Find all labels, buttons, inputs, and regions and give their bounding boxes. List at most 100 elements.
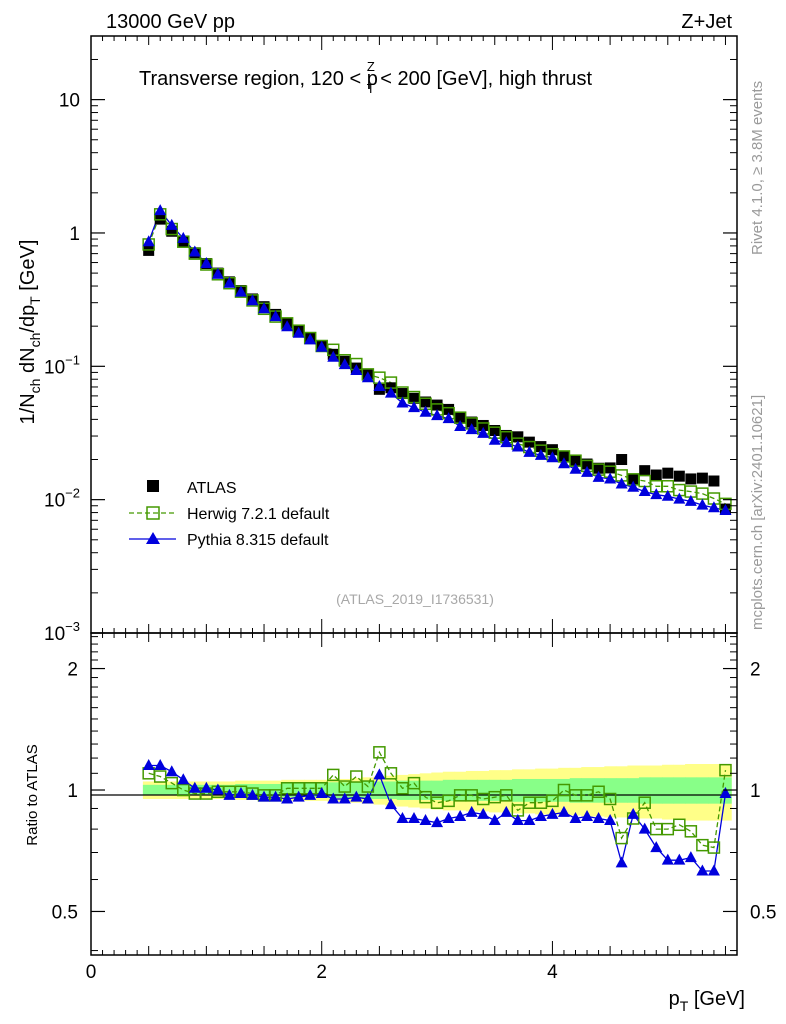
atlas-point (650, 469, 662, 481)
y-tick-label: 10−2 (44, 486, 80, 512)
pythia-point (511, 440, 524, 452)
atlas-point (535, 441, 547, 453)
pythia-point (719, 503, 732, 515)
herwig-ratio-point (684, 825, 698, 838)
stat-uncertainty-band (523, 778, 536, 802)
stat-uncertainty-band (327, 782, 340, 799)
herwig-ratio-point (603, 792, 617, 806)
pythia-point (142, 235, 155, 247)
herwig-ratio-point (638, 796, 651, 809)
stat-uncertainty-band (546, 778, 559, 802)
energy-label: 13000 GeV pp (106, 11, 235, 33)
atlas-point (581, 458, 593, 470)
stat-uncertainty-band (592, 778, 605, 803)
pythia-ratio-point (511, 814, 524, 826)
pythia-point (500, 436, 513, 448)
pythia-point (200, 257, 213, 269)
herwig-ratio-point (707, 841, 721, 854)
pythia-ratio-point (246, 788, 259, 800)
herwig-ratio-point (373, 746, 386, 759)
atlas-point (500, 429, 512, 441)
stat-uncertainty-band (177, 784, 190, 796)
legend-atlas-marker (147, 480, 159, 492)
pythia-point (581, 465, 594, 477)
pythia-point (615, 477, 628, 489)
ratio-y-tick-label-right: 0.5 (750, 902, 776, 923)
atlas-point (466, 416, 478, 428)
pythia-ratio-point (315, 787, 328, 799)
series-line-1 (148, 212, 726, 505)
stat-uncertainty-band (662, 777, 675, 804)
analysis-watermark: (ATLAS_2019_I1736531) (336, 591, 494, 607)
pythia-point (327, 350, 340, 362)
pythia-point (465, 423, 478, 435)
pythia-point (315, 340, 328, 352)
atlas-point (443, 403, 455, 415)
pythia-ratio-point (211, 783, 224, 795)
pythia-point (350, 364, 363, 376)
pythia-ratio-point (581, 809, 594, 821)
pythia-ratio-point (327, 792, 340, 804)
y-tick-label: 10−1 (44, 352, 80, 378)
pythia-ratio-point (177, 773, 190, 785)
pythia-point (361, 371, 374, 383)
pythia-ratio-point (338, 792, 351, 804)
atlas-point (685, 473, 697, 485)
pythia-point (604, 472, 617, 484)
x-axis-label: pT [GeV] (669, 988, 745, 1014)
pythia-point (592, 470, 605, 482)
pythia-point (673, 492, 686, 504)
stat-uncertainty-band (650, 777, 663, 804)
stat-uncertainty-band (385, 781, 398, 799)
pythia-point (396, 396, 409, 408)
x-tick-label: 4 (547, 962, 558, 983)
process-label: Z+Jet (681, 11, 732, 33)
pythia-point (177, 231, 190, 243)
pythia-point (431, 409, 444, 421)
ratio-y-tick-label: 2 (67, 660, 78, 681)
herwig-ratio-point (546, 794, 559, 808)
atlas-point (546, 444, 558, 456)
pythia-ratio-point (707, 864, 720, 876)
legend-pythia-label: Pythia 8.315 default (187, 532, 329, 549)
atlas-point (673, 470, 685, 482)
legend-herwig-marker (146, 506, 160, 520)
pythia-ratio-point (234, 787, 247, 799)
atlas-point (431, 399, 443, 411)
pythia-point (661, 489, 674, 501)
y-axis-label: 1/Nch dNch/dpT [GeV] (17, 240, 43, 425)
atlas-point (696, 472, 708, 484)
pythia-ratio-point (431, 816, 444, 828)
legend: ATLAS Herwig 7.2.1 default Pythia 8.315 … (129, 480, 330, 549)
pythia-point (304, 333, 317, 345)
pythia-ratio-point (408, 811, 420, 823)
atlas-point (166, 225, 178, 237)
pythia-ratio-point (488, 814, 501, 826)
herwig-ratio-point (327, 768, 340, 782)
pythia-ratio-point (673, 853, 686, 865)
pythia-point (269, 310, 282, 322)
pythia-ratio-point (188, 781, 201, 793)
chart-title: Transverse region, 120 < pZ T < 200 [GeV]… (139, 59, 593, 96)
pythia-ratio-point (304, 788, 317, 800)
stat-uncertainty-band (396, 780, 409, 800)
pythia-ratio-point (465, 805, 478, 817)
legend-atlas-label: ATLAS (187, 480, 237, 497)
herwig-ratio-point (719, 763, 732, 777)
pythia-point (408, 401, 420, 413)
pythia-ratio-point (142, 759, 155, 771)
pythia-point (488, 433, 501, 445)
stat-uncertainty-band (638, 777, 651, 804)
stat-uncertainty-band (627, 778, 640, 803)
pythia-point (281, 320, 294, 332)
herwig-ratio-point (361, 780, 375, 793)
herwig-ratio-point (384, 767, 398, 780)
pythia-ratio-point (546, 807, 559, 819)
herwig-ratio-point (165, 776, 178, 790)
pythia-ratio-point (684, 851, 697, 863)
pythia-point (569, 462, 582, 474)
pythia-ratio-point (442, 811, 455, 823)
pythia-point (234, 285, 247, 297)
stat-uncertainty-band (142, 784, 155, 796)
